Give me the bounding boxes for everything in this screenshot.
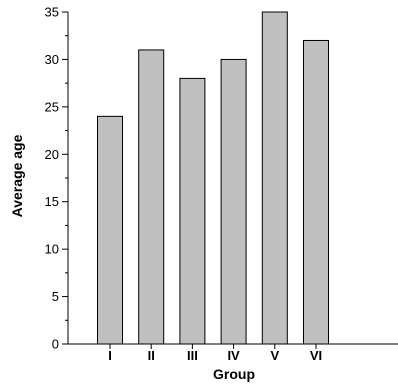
x-axis: I II III IV V VI [68,343,398,363]
y-tick-label: 10 [45,242,59,257]
x-tick-label: I [108,348,112,363]
bar-II [138,49,165,345]
bars [97,11,329,345]
x-tick-label: III [187,348,198,363]
y-tick-label: 15 [45,194,59,209]
y-tick-label: 25 [45,99,59,114]
y-tick-label: 0 [52,337,59,352]
y-axis: 0 5 10 15 20 25 30 35 [45,5,69,352]
y-tick-label: 35 [45,5,59,20]
bar-I [97,115,123,345]
bar-III [179,77,206,345]
x-axis-title: Group [213,366,255,382]
bar-V [261,11,288,345]
x-tick-label: IV [227,348,240,363]
x-tick-label: V [270,348,279,363]
bar-IV [220,58,247,345]
x-tick-label: II [148,348,155,363]
y-tick-label: 20 [45,147,59,162]
x-tick-label: VI [310,348,322,363]
y-axis-title: Average age [9,134,25,217]
y-tick-label: 30 [45,52,59,67]
y-tick-label: 5 [52,289,59,304]
bar-VI [303,39,329,345]
